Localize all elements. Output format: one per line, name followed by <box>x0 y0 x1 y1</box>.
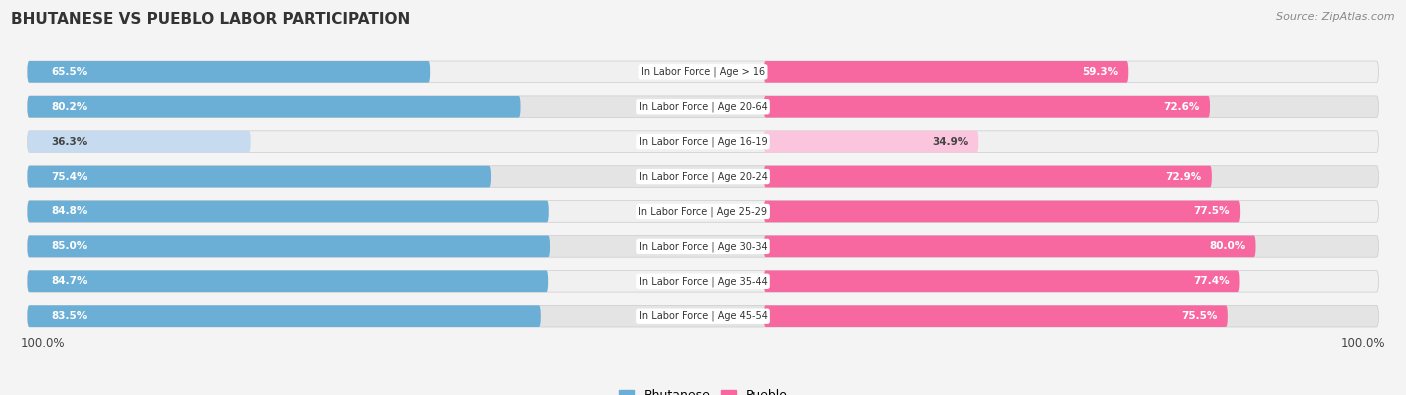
Text: In Labor Force | Age 30-34: In Labor Force | Age 30-34 <box>638 241 768 252</box>
FancyBboxPatch shape <box>28 96 520 118</box>
Text: 77.4%: 77.4% <box>1192 276 1229 286</box>
Text: 100.0%: 100.0% <box>1341 337 1385 350</box>
FancyBboxPatch shape <box>763 166 1212 187</box>
Text: In Labor Force | Age 16-19: In Labor Force | Age 16-19 <box>638 136 768 147</box>
FancyBboxPatch shape <box>28 131 250 152</box>
FancyBboxPatch shape <box>28 61 430 83</box>
Text: 77.5%: 77.5% <box>1194 207 1230 216</box>
FancyBboxPatch shape <box>28 235 550 257</box>
Text: 72.6%: 72.6% <box>1164 102 1199 112</box>
FancyBboxPatch shape <box>763 271 1240 292</box>
Text: 84.7%: 84.7% <box>51 276 87 286</box>
FancyBboxPatch shape <box>28 131 1378 152</box>
FancyBboxPatch shape <box>763 201 1240 222</box>
Text: In Labor Force | Age > 16: In Labor Force | Age > 16 <box>641 67 765 77</box>
Text: 75.4%: 75.4% <box>51 171 87 182</box>
Legend: Bhutanese, Pueblo: Bhutanese, Pueblo <box>613 384 793 395</box>
FancyBboxPatch shape <box>28 166 491 187</box>
FancyBboxPatch shape <box>28 61 1378 83</box>
FancyBboxPatch shape <box>28 271 548 292</box>
Text: In Labor Force | Age 20-64: In Labor Force | Age 20-64 <box>638 102 768 112</box>
Text: 84.8%: 84.8% <box>51 207 87 216</box>
Text: In Labor Force | Age 45-54: In Labor Force | Age 45-54 <box>638 311 768 322</box>
FancyBboxPatch shape <box>28 201 548 222</box>
Text: 65.5%: 65.5% <box>51 67 87 77</box>
FancyBboxPatch shape <box>28 201 1378 222</box>
FancyBboxPatch shape <box>763 61 1128 83</box>
Text: 34.9%: 34.9% <box>932 137 969 147</box>
FancyBboxPatch shape <box>763 131 979 152</box>
Text: 83.5%: 83.5% <box>51 311 87 321</box>
Text: 80.0%: 80.0% <box>1209 241 1246 251</box>
Text: Source: ZipAtlas.com: Source: ZipAtlas.com <box>1277 12 1395 22</box>
FancyBboxPatch shape <box>763 96 1211 118</box>
Text: 59.3%: 59.3% <box>1083 67 1118 77</box>
Text: 100.0%: 100.0% <box>21 337 65 350</box>
Text: 72.9%: 72.9% <box>1166 171 1202 182</box>
FancyBboxPatch shape <box>763 305 1227 327</box>
Text: 36.3%: 36.3% <box>51 137 87 147</box>
FancyBboxPatch shape <box>28 96 1378 118</box>
FancyBboxPatch shape <box>28 271 1378 292</box>
FancyBboxPatch shape <box>28 305 541 327</box>
FancyBboxPatch shape <box>763 235 1256 257</box>
FancyBboxPatch shape <box>28 235 1378 257</box>
Text: BHUTANESE VS PUEBLO LABOR PARTICIPATION: BHUTANESE VS PUEBLO LABOR PARTICIPATION <box>11 12 411 27</box>
FancyBboxPatch shape <box>28 166 1378 187</box>
Text: 85.0%: 85.0% <box>51 241 87 251</box>
Text: 75.5%: 75.5% <box>1181 311 1218 321</box>
Text: In Labor Force | Age 25-29: In Labor Force | Age 25-29 <box>638 206 768 217</box>
Text: 80.2%: 80.2% <box>51 102 87 112</box>
Text: In Labor Force | Age 20-24: In Labor Force | Age 20-24 <box>638 171 768 182</box>
FancyBboxPatch shape <box>28 305 1378 327</box>
Text: In Labor Force | Age 35-44: In Labor Force | Age 35-44 <box>638 276 768 286</box>
